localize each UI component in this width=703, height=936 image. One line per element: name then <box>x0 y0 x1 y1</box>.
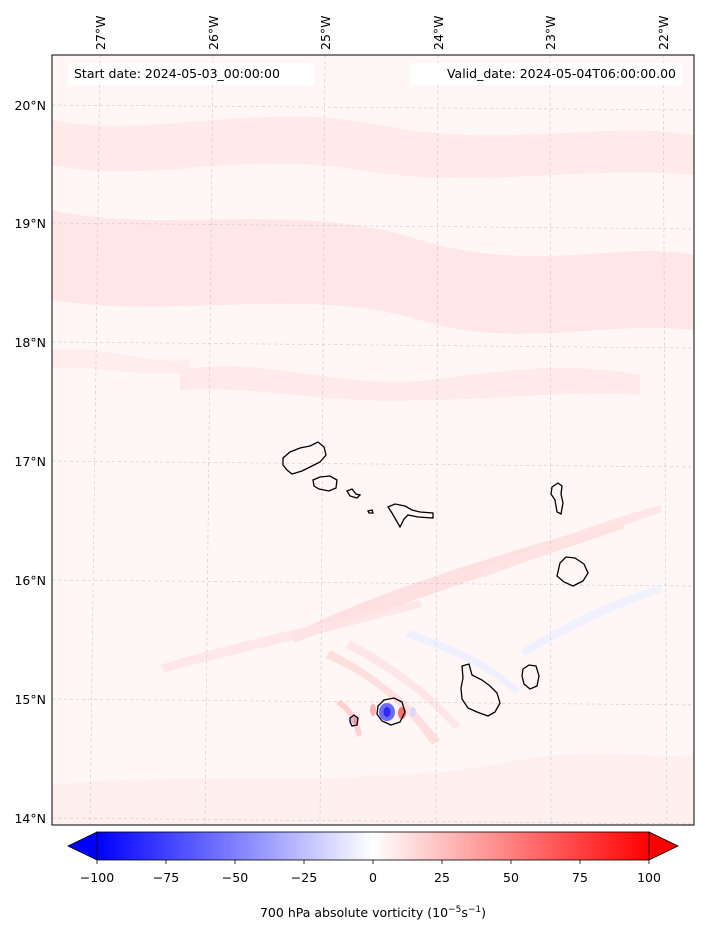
colorbar-tick-100: 100 <box>637 870 661 885</box>
colorbar-tick-25: 25 <box>434 870 450 885</box>
lon-label-27w: 27°W <box>93 15 108 50</box>
island-santa-luzia <box>346 488 362 499</box>
lat-label-15n: 15°N <box>14 692 46 707</box>
lat-label-16n: 16°N <box>14 573 46 588</box>
colorbar-tick-75: 75 <box>572 870 588 885</box>
colorbar <box>67 831 679 864</box>
island-maio <box>521 664 540 690</box>
colorbar-min-extension <box>67 831 98 861</box>
valid-date-label: Valid_date: 2024-05-04T06:00:00.00 <box>410 63 682 85</box>
colorbar-tick-neg25: −25 <box>290 870 318 885</box>
island-boa-vista <box>556 556 589 587</box>
lon-label-24w: 24°W <box>431 15 446 50</box>
island-raso <box>367 509 374 514</box>
island-sao-nicolau <box>387 503 434 529</box>
colorbar-tick-neg75: −75 <box>152 870 180 885</box>
colorbar-tick-neg50: −50 <box>221 870 249 885</box>
colorbar-label: 700 hPa absolute vorticity (10−5s−1) <box>259 905 486 921</box>
lat-label-17n: 17°N <box>14 454 46 469</box>
lat-label-20n: 20°N <box>14 98 46 113</box>
colorbar-tick-50: 50 <box>503 870 519 885</box>
lon-label-23w: 23°W <box>543 15 558 50</box>
lon-label-22w: 22°W <box>656 15 671 50</box>
colorbar-tick-0: 0 <box>369 870 377 885</box>
map-frame <box>51 54 695 826</box>
graticule <box>52 55 694 825</box>
colorbar-max-extension <box>648 831 679 861</box>
lon-label-25w: 25°W <box>318 15 333 50</box>
island-sao-vicente <box>312 475 338 492</box>
map-background <box>52 55 694 825</box>
colorbar-tick-neg100: −100 <box>79 870 115 885</box>
island-santo-antao <box>282 441 327 475</box>
colorbar-gradient <box>96 831 650 861</box>
vorticity-field <box>52 116 694 825</box>
island-fogo <box>376 697 406 726</box>
lon-label-26w: 26°W <box>206 15 221 50</box>
island-santiago <box>460 663 501 717</box>
lat-label-14n: 14°N <box>14 811 46 826</box>
start-date-label: Start date: 2024-05-03_00:00:00 <box>68 63 314 85</box>
island-sal <box>550 482 564 515</box>
island-brava <box>349 714 359 727</box>
lat-label-19n: 19°N <box>14 216 46 231</box>
coastlines <box>282 441 589 727</box>
lat-label-18n: 18°N <box>14 335 46 350</box>
